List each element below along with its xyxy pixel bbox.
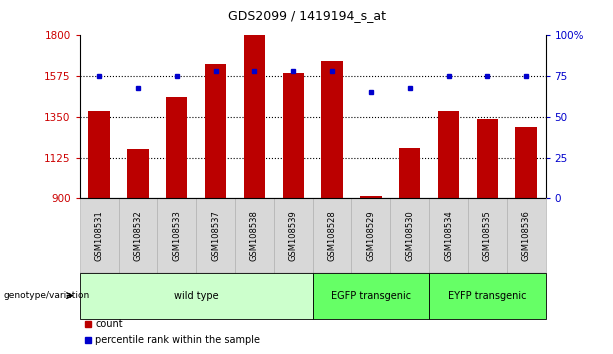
Bar	[274, 198, 313, 273]
Bar	[429, 198, 468, 273]
Bar	[80, 198, 118, 273]
Bar	[313, 273, 429, 319]
Bar	[244, 35, 265, 198]
Text: wild type: wild type	[174, 291, 218, 301]
Bar	[158, 198, 196, 273]
Bar	[516, 127, 537, 198]
Bar	[321, 61, 343, 198]
Bar	[128, 149, 148, 198]
Text: GSM108537: GSM108537	[211, 210, 220, 261]
Bar	[351, 198, 390, 273]
Text: GSM108531: GSM108531	[94, 210, 104, 261]
Bar	[360, 195, 381, 198]
Text: GSM108535: GSM108535	[483, 210, 492, 261]
Text: GSM108532: GSM108532	[134, 210, 142, 261]
Text: GSM108529: GSM108529	[367, 210, 375, 261]
Bar	[468, 198, 507, 273]
Text: percentile rank within the sample: percentile rank within the sample	[95, 335, 260, 345]
Bar	[313, 198, 351, 273]
Bar	[390, 198, 429, 273]
Text: GSM108528: GSM108528	[327, 210, 337, 261]
Text: GSM108536: GSM108536	[522, 210, 531, 261]
Bar	[80, 273, 313, 319]
Bar	[88, 112, 110, 198]
Bar	[507, 198, 546, 273]
Text: GSM108538: GSM108538	[250, 210, 259, 261]
Text: count: count	[95, 319, 123, 329]
Text: EGFP transgenic: EGFP transgenic	[331, 291, 411, 301]
Text: GSM108539: GSM108539	[289, 210, 298, 261]
Bar	[399, 148, 421, 198]
Bar	[477, 119, 498, 198]
Bar	[429, 273, 546, 319]
Text: GSM108530: GSM108530	[405, 210, 414, 261]
Text: GSM108533: GSM108533	[172, 210, 181, 261]
Bar	[438, 112, 459, 198]
Text: GSM108534: GSM108534	[444, 210, 453, 261]
Bar	[283, 73, 304, 198]
Bar	[118, 198, 158, 273]
Bar	[166, 97, 188, 198]
Text: genotype/variation: genotype/variation	[3, 291, 89, 300]
Bar	[196, 198, 235, 273]
Bar	[235, 198, 274, 273]
Text: GDS2099 / 1419194_s_at: GDS2099 / 1419194_s_at	[227, 9, 386, 22]
Bar	[205, 64, 226, 198]
Text: EYFP transgenic: EYFP transgenic	[448, 291, 527, 301]
